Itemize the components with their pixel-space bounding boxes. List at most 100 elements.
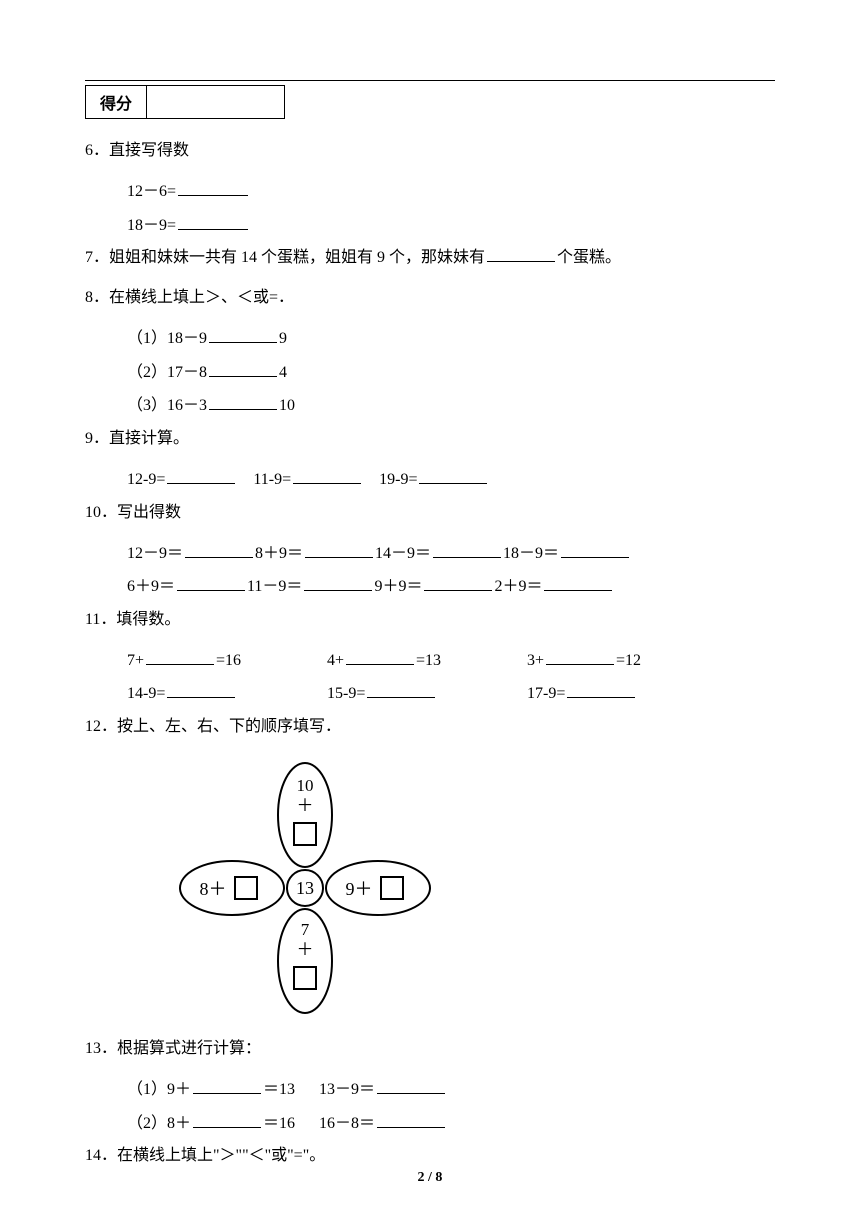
- center-text: 13: [296, 878, 314, 898]
- q13-num: 13．: [85, 1040, 117, 1057]
- q11-text: 填得数。: [116, 611, 180, 628]
- blank: [178, 180, 248, 196]
- question-13: 13．根据算式进行计算：: [85, 1033, 775, 1065]
- q11-dt: 14-9=: [127, 685, 165, 702]
- q6-expr2: 18－9=: [127, 217, 176, 234]
- question-14: 14．在横线上填上"＞""＜"或"="。: [85, 1140, 775, 1172]
- q11-a2: =16: [216, 652, 241, 669]
- blank: [185, 542, 253, 558]
- q11-ft: 17-9=: [527, 685, 565, 702]
- q6-expr1: 12－6=: [127, 183, 176, 200]
- q8-item1: （1）18－99: [85, 322, 775, 356]
- q10-row2: 6＋9＝11－9＝9＋9＝2＋9＝: [85, 570, 775, 604]
- q13-r1b: ＝13: [263, 1081, 295, 1098]
- q10-r2a: 6＋9＝: [127, 578, 175, 595]
- q11-f: 17-9=: [527, 677, 727, 711]
- blank: [567, 682, 635, 698]
- blank: [424, 575, 492, 591]
- q12-text: 按上、左、右、下的顺序填写．: [117, 718, 341, 735]
- blank: [209, 394, 277, 410]
- q8-i1b: 9: [279, 330, 287, 347]
- q13-r1c: 13－9＝: [319, 1081, 375, 1098]
- q10-num: 10．: [85, 504, 117, 521]
- blank: [544, 575, 612, 591]
- blank: [209, 361, 277, 377]
- q9-text: 直接计算。: [109, 430, 189, 447]
- page-number: 2 / 8: [0, 1170, 860, 1186]
- blank: [487, 246, 555, 262]
- question-11: 11．填得数。: [85, 604, 775, 636]
- q11-c1: 3+: [527, 652, 544, 669]
- q10-text: 写出得数: [117, 504, 181, 521]
- q14-num: 14．: [85, 1147, 117, 1164]
- q11-e: 15-9=: [327, 677, 527, 711]
- left-box: [235, 877, 257, 899]
- blank: [304, 575, 372, 591]
- score-label: 得分: [86, 86, 147, 118]
- q11-c2: =12: [616, 652, 641, 669]
- q6-num: 6．: [85, 142, 109, 159]
- blank: [193, 1078, 261, 1094]
- top-rule: [85, 80, 775, 81]
- q11-row1: 7+=16 4+ =13 3+ =12: [85, 644, 775, 678]
- blank: [377, 1112, 445, 1128]
- q8-i3a: （3）16－3: [127, 397, 207, 414]
- bottom-box: [294, 967, 316, 989]
- q6-text: 直接写得数: [109, 142, 189, 159]
- bot-t2: ＋: [297, 940, 314, 959]
- q13-r1a: （1）9＋: [127, 1081, 191, 1098]
- top-t2: ＋: [297, 796, 314, 815]
- q11-row2: 14-9= 15-9= 17-9=: [85, 677, 775, 711]
- q13-row1: （1）9＋ ＝13 13－9＝: [85, 1073, 775, 1107]
- q10-r1c: 14－9＝: [375, 545, 431, 562]
- q11-et: 15-9=: [327, 685, 365, 702]
- blank: [293, 468, 361, 484]
- right-petal: [326, 861, 430, 915]
- right-t: 9＋: [346, 879, 373, 899]
- q13-row2: （2）8＋＝16 16－8＝: [85, 1107, 775, 1141]
- blank: [177, 575, 245, 591]
- q11-a: 7+=16: [127, 644, 327, 678]
- q11-b: 4+ =13: [327, 644, 527, 678]
- q8-i2a: （2）17－8: [127, 364, 207, 381]
- question-6: 6．直接写得数: [85, 135, 775, 167]
- q11-b1: 4+: [327, 652, 344, 669]
- blank: [433, 542, 501, 558]
- blank: [167, 682, 235, 698]
- blank: [367, 682, 435, 698]
- q8-item2: （2）17－8 4: [85, 356, 775, 390]
- blank: [167, 468, 235, 484]
- q10-r1d: 18－9＝: [503, 545, 559, 562]
- q8-i2b: 4: [279, 364, 287, 381]
- question-10: 10．写出得数: [85, 497, 775, 529]
- q12-diagram: 13 10 ＋ 7 ＋ 8＋ 9＋: [85, 753, 775, 1023]
- q9-b: 11-9=: [253, 471, 291, 488]
- blank: [377, 1078, 445, 1094]
- blank: [561, 542, 629, 558]
- q8-text: 在横线上填上＞、＜或=．: [109, 289, 294, 306]
- q10-row1: 12－9＝8＋9＝14－9＝18－9＝: [85, 537, 775, 571]
- q9-row: 12-9= 11-9= 19-9=: [85, 463, 775, 497]
- q6-line2: 18－9=: [85, 209, 775, 243]
- q10-r1a: 12－9＝: [127, 545, 183, 562]
- q11-num: 11．: [85, 611, 116, 628]
- q8-i3b: 10: [279, 397, 295, 414]
- q7-num: 7．: [85, 249, 109, 266]
- q10-r2c: 9＋9＝: [374, 578, 422, 595]
- q11-b2: =13: [416, 652, 441, 669]
- left-petal: [180, 861, 284, 915]
- blank: [419, 468, 487, 484]
- blank: [346, 649, 414, 665]
- petal-diagram: 13 10 ＋ 7 ＋ 8＋ 9＋: [175, 753, 435, 1023]
- top-box: [294, 823, 316, 845]
- blank: [546, 649, 614, 665]
- blank: [178, 214, 248, 230]
- q9-num: 9．: [85, 430, 109, 447]
- q9-c: 19-9=: [379, 471, 417, 488]
- question-8: 8．在横线上填上＞、＜或=．: [85, 282, 775, 314]
- q9-a: 12-9=: [127, 471, 165, 488]
- q10-r2b: 11－9＝: [247, 578, 302, 595]
- blank: [146, 649, 214, 665]
- question-7: 7．姐姐和妹妹一共有 14 个蛋糕，姐姐有 9 个，那妹妹有个蛋糕。: [85, 242, 775, 274]
- right-box: [381, 877, 403, 899]
